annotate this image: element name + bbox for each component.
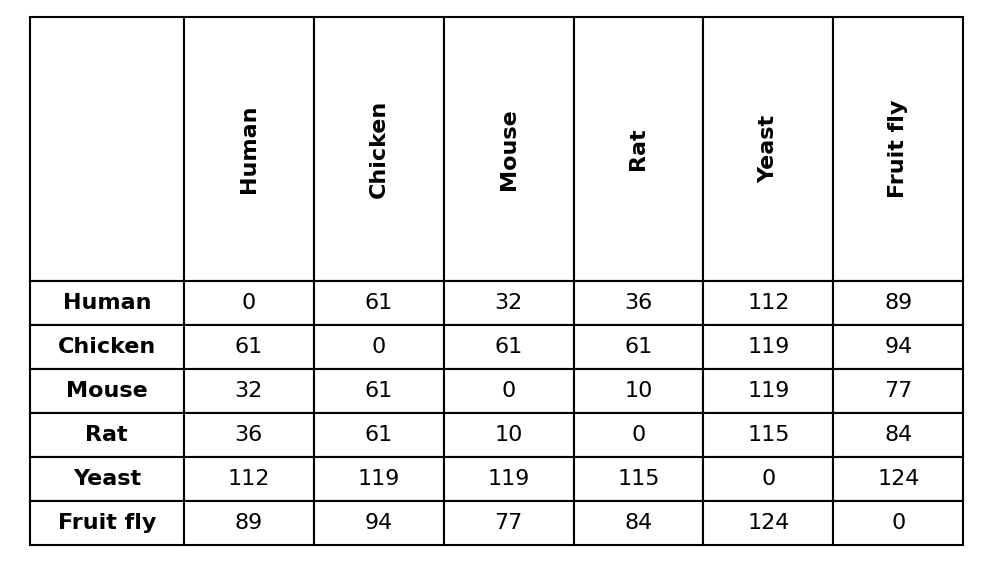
Bar bbox=[184, 17, 314, 281]
Text: 61: 61 bbox=[625, 337, 652, 357]
Text: 112: 112 bbox=[747, 293, 789, 313]
Bar bbox=[314, 457, 444, 501]
Text: Mouse: Mouse bbox=[498, 108, 518, 190]
Text: 0: 0 bbox=[371, 337, 386, 357]
Bar bbox=[184, 413, 314, 457]
Bar bbox=[574, 369, 703, 413]
Text: Yeast: Yeast bbox=[72, 469, 141, 489]
Bar bbox=[703, 281, 833, 325]
Text: Human: Human bbox=[238, 105, 259, 193]
Bar bbox=[30, 501, 184, 545]
Bar bbox=[184, 281, 314, 325]
Text: 94: 94 bbox=[884, 337, 913, 357]
Text: 32: 32 bbox=[495, 293, 522, 313]
Bar bbox=[444, 501, 574, 545]
Text: 36: 36 bbox=[625, 293, 652, 313]
Text: 10: 10 bbox=[495, 425, 522, 445]
Bar bbox=[444, 369, 574, 413]
Bar bbox=[184, 325, 314, 369]
Text: 119: 119 bbox=[747, 337, 789, 357]
Bar bbox=[314, 369, 444, 413]
Text: 119: 119 bbox=[488, 469, 529, 489]
Bar bbox=[444, 325, 574, 369]
Bar bbox=[314, 281, 444, 325]
Text: Human: Human bbox=[63, 293, 151, 313]
Bar bbox=[574, 325, 703, 369]
Bar bbox=[574, 281, 703, 325]
Bar bbox=[833, 281, 963, 325]
Bar bbox=[444, 17, 574, 281]
Bar bbox=[314, 17, 444, 281]
Text: 119: 119 bbox=[357, 469, 400, 489]
Text: 77: 77 bbox=[495, 513, 522, 533]
Bar bbox=[444, 281, 574, 325]
Bar bbox=[444, 457, 574, 501]
Text: 112: 112 bbox=[227, 469, 270, 489]
Bar bbox=[703, 501, 833, 545]
Bar bbox=[314, 413, 444, 457]
Text: 89: 89 bbox=[884, 293, 913, 313]
Text: 61: 61 bbox=[364, 381, 393, 401]
Text: Chicken: Chicken bbox=[368, 100, 388, 198]
Bar bbox=[184, 501, 314, 545]
Bar bbox=[184, 369, 314, 413]
Text: 61: 61 bbox=[364, 425, 393, 445]
Bar bbox=[574, 17, 703, 281]
Bar bbox=[184, 457, 314, 501]
Bar bbox=[30, 369, 184, 413]
Text: 32: 32 bbox=[234, 381, 263, 401]
Bar bbox=[30, 281, 184, 325]
Text: 115: 115 bbox=[618, 469, 659, 489]
Text: Yeast: Yeast bbox=[759, 115, 779, 183]
Bar bbox=[833, 17, 963, 281]
Bar bbox=[574, 413, 703, 457]
Bar bbox=[833, 457, 963, 501]
Bar bbox=[703, 413, 833, 457]
Bar bbox=[30, 17, 184, 281]
Text: Rat: Rat bbox=[629, 128, 648, 170]
Text: 0: 0 bbox=[891, 513, 906, 533]
Text: Chicken: Chicken bbox=[58, 337, 156, 357]
Text: 61: 61 bbox=[234, 337, 263, 357]
Text: 0: 0 bbox=[632, 425, 645, 445]
Bar bbox=[833, 501, 963, 545]
Text: 0: 0 bbox=[241, 293, 256, 313]
Bar bbox=[30, 413, 184, 457]
Text: 0: 0 bbox=[501, 381, 515, 401]
Bar bbox=[833, 325, 963, 369]
Bar bbox=[314, 501, 444, 545]
Bar bbox=[703, 369, 833, 413]
Text: 61: 61 bbox=[364, 293, 393, 313]
Text: 61: 61 bbox=[495, 337, 522, 357]
Bar bbox=[703, 17, 833, 281]
Text: 94: 94 bbox=[364, 513, 393, 533]
Text: 10: 10 bbox=[625, 381, 652, 401]
Bar bbox=[833, 413, 963, 457]
Text: 84: 84 bbox=[625, 513, 652, 533]
Text: 77: 77 bbox=[884, 381, 913, 401]
Text: 84: 84 bbox=[884, 425, 913, 445]
Bar bbox=[703, 457, 833, 501]
Text: 89: 89 bbox=[234, 513, 263, 533]
Text: 124: 124 bbox=[877, 469, 920, 489]
Text: Rat: Rat bbox=[85, 425, 128, 445]
Bar bbox=[444, 413, 574, 457]
Text: 0: 0 bbox=[762, 469, 776, 489]
Bar bbox=[833, 369, 963, 413]
Bar bbox=[574, 501, 703, 545]
Bar bbox=[30, 325, 184, 369]
Bar bbox=[574, 457, 703, 501]
Bar bbox=[314, 325, 444, 369]
Text: 119: 119 bbox=[747, 381, 789, 401]
Text: Fruit fly: Fruit fly bbox=[58, 513, 156, 533]
Bar bbox=[703, 325, 833, 369]
Text: Mouse: Mouse bbox=[66, 381, 148, 401]
Bar bbox=[30, 457, 184, 501]
Text: 124: 124 bbox=[747, 513, 789, 533]
Text: Fruit fly: Fruit fly bbox=[889, 99, 909, 198]
Text: 36: 36 bbox=[234, 425, 263, 445]
Text: 115: 115 bbox=[747, 425, 789, 445]
